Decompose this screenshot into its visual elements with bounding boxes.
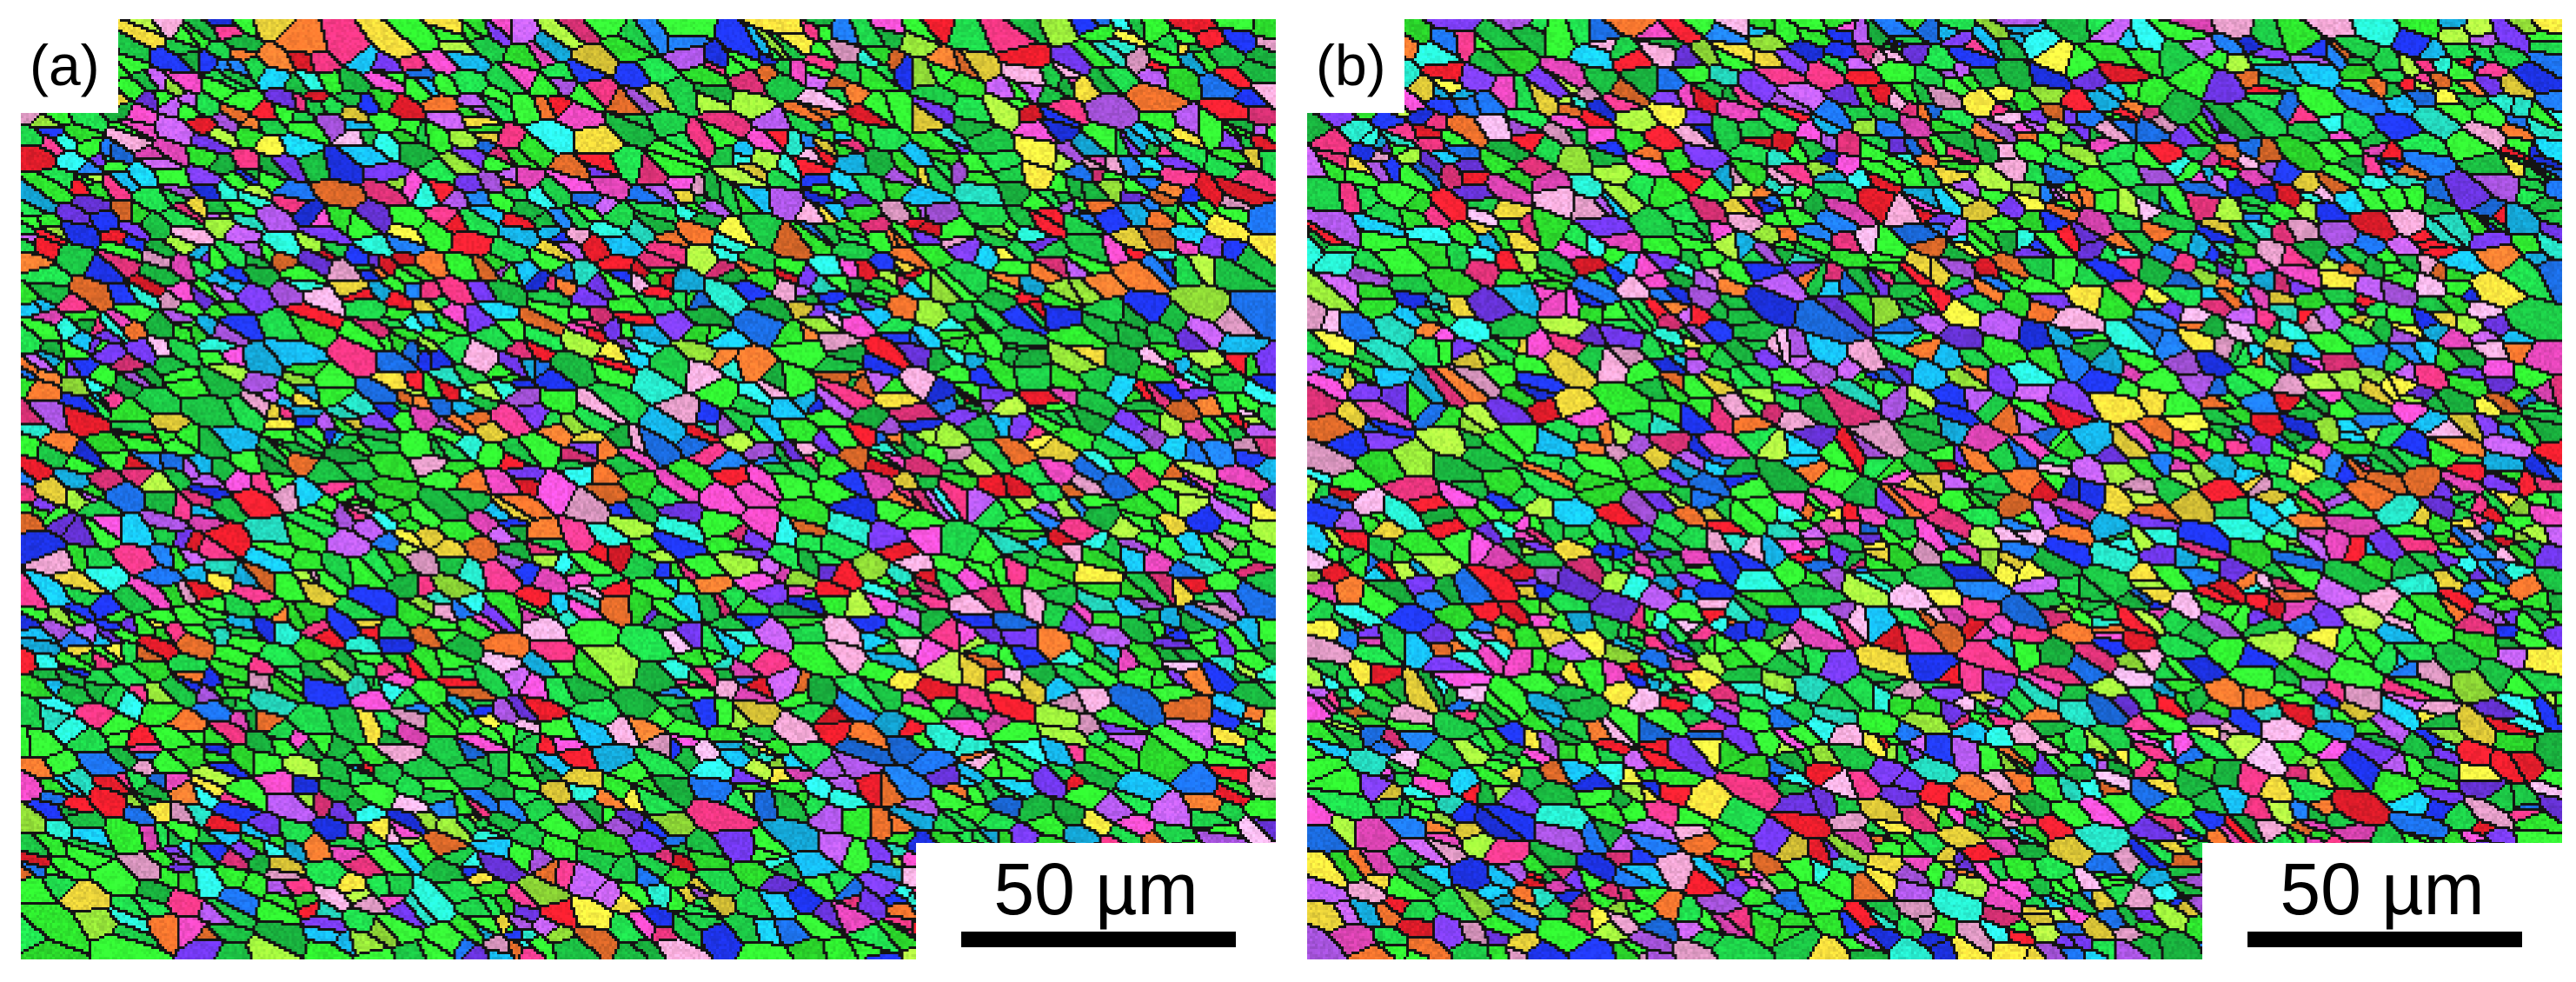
- ebsd-map-panel-b: (b) 50 µm: [1307, 19, 2562, 959]
- panel-label-b: (b): [1316, 33, 1386, 97]
- scale-bar-box-a: 50 µm: [916, 843, 1276, 959]
- scale-bar-b: [2247, 932, 2522, 947]
- ebsd-orientation-map-a: [21, 19, 1276, 959]
- panel-label-a: (a): [30, 33, 100, 97]
- panel-label-box-b: (b): [1307, 19, 1404, 113]
- scale-bar-label-b: 50 µm: [2280, 848, 2485, 930]
- panel-label-box-a: (a): [21, 19, 118, 113]
- ebsd-map-panel-a: (a) 50 µm: [21, 19, 1276, 959]
- scale-bar-a: [961, 932, 1236, 947]
- scale-bar-label-a: 50 µm: [993, 848, 1198, 930]
- ebsd-orientation-map-b: [1307, 19, 2562, 959]
- scale-bar-box-b: 50 µm: [2202, 843, 2562, 959]
